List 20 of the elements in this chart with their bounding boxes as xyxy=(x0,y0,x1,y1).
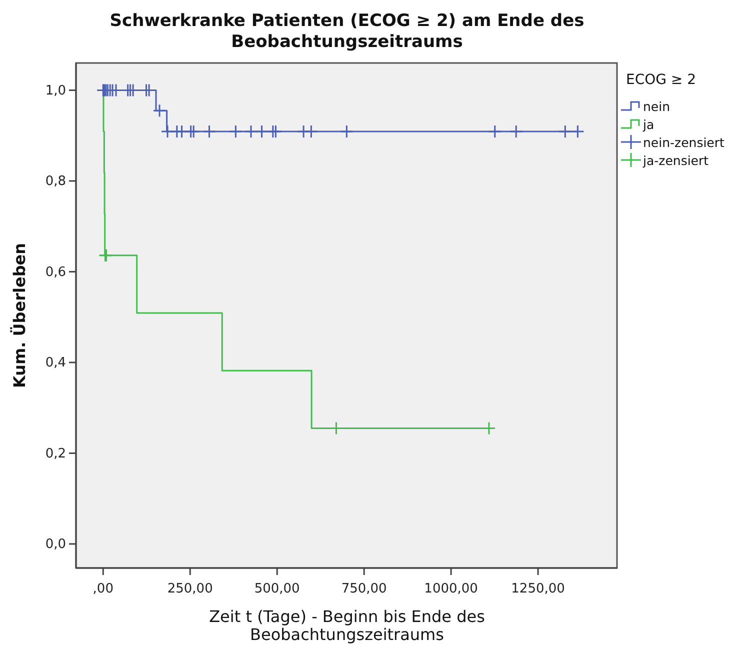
x-tick-label: 1250,00 xyxy=(511,581,565,596)
x-tick-label: ,00 xyxy=(92,581,114,596)
y-tick-label: 1,0 xyxy=(45,83,66,98)
y-tick-label: 0,2 xyxy=(45,446,66,462)
legend-label: nein xyxy=(643,99,670,114)
x-tick-label: 500,00 xyxy=(254,581,300,596)
y-tick-label: 0,4 xyxy=(45,356,66,371)
y-tick-label: 0,8 xyxy=(45,174,66,190)
y-tick-label: 0,0 xyxy=(45,537,66,552)
legend-title: ECOG ≥ 2 xyxy=(626,72,696,88)
chart-title: Schwerkranke Patienten (ECOG ≥ 2) am Ende des Beobachtungszeitraums xyxy=(110,11,584,52)
x-tick-label: 1000,00 xyxy=(424,581,478,596)
legend-label: ja-zensiert xyxy=(642,153,709,168)
x-tick-label: 250,00 xyxy=(167,581,213,596)
legend-label: ja xyxy=(642,117,654,132)
y-axis-title: Kum. Überleben xyxy=(10,242,29,388)
x-axis-title: Zeit t (Tage) - Beginn bis Ende des Beobachtungszeitraums xyxy=(209,607,485,644)
legend-label: nein-zensiert xyxy=(643,135,725,150)
y-tick-label: 0,6 xyxy=(45,264,66,280)
x-tick-label: 750,00 xyxy=(341,581,387,596)
